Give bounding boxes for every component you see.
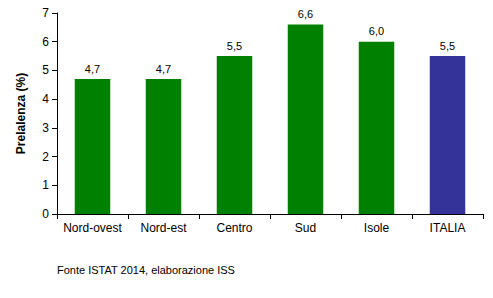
svg-text:0: 0 (42, 207, 49, 221)
svg-text:4,7: 4,7 (85, 63, 100, 75)
svg-text:1: 1 (42, 178, 49, 192)
svg-text:6,0: 6,0 (369, 25, 384, 37)
svg-text:Prelalenza (%): Prelalenza (%) (14, 73, 28, 154)
svg-text:5: 5 (42, 63, 49, 77)
svg-text:Nord-est: Nord-est (140, 221, 187, 235)
svg-text:5,5: 5,5 (227, 40, 242, 52)
svg-text:Fonte ISTAT 2014, elaborazione: Fonte ISTAT 2014, elaborazione ISS (57, 264, 235, 276)
svg-text:Centro: Centro (216, 221, 252, 235)
svg-text:Isole: Isole (364, 221, 390, 235)
svg-text:ITALIA: ITALIA (430, 221, 466, 235)
svg-text:6,6: 6,6 (298, 8, 313, 20)
svg-text:5,5: 5,5 (440, 40, 455, 52)
svg-text:Sud: Sud (295, 221, 316, 235)
svg-text:4: 4 (42, 92, 49, 106)
svg-text:7: 7 (42, 6, 49, 20)
svg-text:4,7: 4,7 (156, 63, 171, 75)
svg-text:Nord-ovest: Nord-ovest (63, 221, 122, 235)
svg-text:2: 2 (42, 150, 49, 164)
svg-text:3: 3 (42, 121, 49, 135)
svg-text:6: 6 (42, 35, 49, 49)
